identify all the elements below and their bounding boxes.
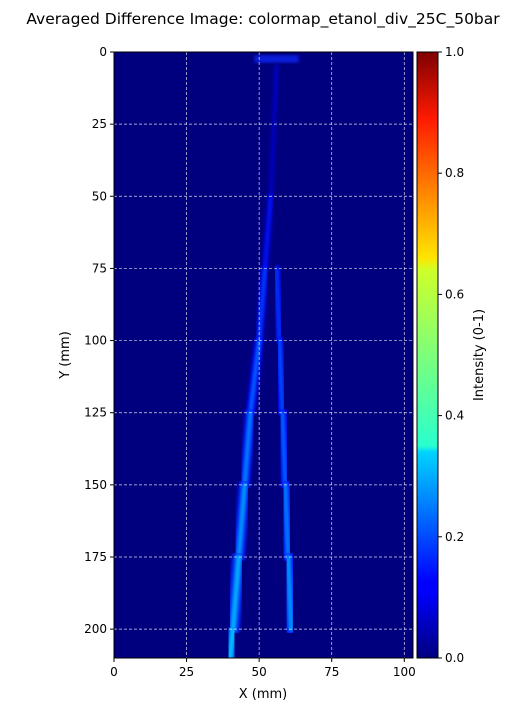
jet-right-core-3 bbox=[277, 338, 285, 415]
nozzle-mark bbox=[254, 55, 299, 63]
jets-layer bbox=[222, 64, 299, 658]
nozzle-layer bbox=[254, 55, 299, 63]
y-tick-label-0: 0 bbox=[99, 45, 107, 59]
jet-right-core-4 bbox=[280, 410, 288, 488]
colorbar-tick-label-0.4: 0.4 bbox=[445, 409, 464, 423]
jet-right-core-2 bbox=[274, 266, 282, 343]
x-tick-label-50: 50 bbox=[252, 665, 267, 679]
jet-left-core-3 bbox=[248, 338, 262, 415]
colorbar: 0.0 0.2 0.4 0.6 0.8 1.0 Intensity (0-1) bbox=[416, 45, 487, 665]
colorbar-frame bbox=[416, 51, 439, 659]
jet-left-core-6 bbox=[230, 554, 242, 632]
jet-left-core-1 bbox=[263, 195, 273, 270]
colorbar-tick-label-1.0: 1.0 bbox=[445, 45, 464, 59]
colorbar-tick-label-0.8: 0.8 bbox=[445, 166, 464, 180]
x-tick-label-75: 75 bbox=[324, 665, 339, 679]
grid-layer bbox=[114, 52, 413, 658]
x-axis: 0 25 50 75 100 bbox=[110, 658, 416, 679]
y-tick-label-175: 175 bbox=[84, 550, 107, 564]
x-tick-label-100: 100 bbox=[393, 665, 416, 679]
jet-left-core-5 bbox=[236, 482, 248, 560]
jet-left-core-7 bbox=[227, 626, 236, 658]
y-axis-label: Y (mm) bbox=[58, 331, 73, 380]
y-tick-label-125: 125 bbox=[84, 406, 107, 420]
x-tick-label-0: 0 bbox=[110, 665, 118, 679]
plot-frame bbox=[113, 51, 414, 659]
plot-area bbox=[113, 51, 414, 659]
chart-title: Averaged Difference Image: colormap_etan… bbox=[26, 10, 500, 29]
colorbar-ticks: 0.0 0.2 0.4 0.6 0.8 1.0 bbox=[438, 45, 464, 665]
y-tick-label-75: 75 bbox=[92, 261, 107, 275]
jet-right-core-6 bbox=[285, 554, 294, 632]
x-tick-label-25: 25 bbox=[179, 665, 194, 679]
jet-left-core-2 bbox=[257, 266, 267, 343]
y-tick-label-100: 100 bbox=[84, 334, 107, 348]
colorbar-label: Intensity (0-1) bbox=[472, 309, 487, 401]
y-tick-label-150: 150 bbox=[84, 478, 107, 492]
y-tick-label-25: 25 bbox=[92, 117, 107, 131]
colorbar-tick-label-0.2: 0.2 bbox=[445, 530, 464, 544]
x-axis-label: X (mm) bbox=[239, 687, 288, 702]
colorbar-gradient bbox=[417, 52, 438, 658]
colorbar-tick-label-0.0: 0.0 bbox=[445, 651, 464, 665]
heatmap-background bbox=[114, 52, 413, 658]
y-axis: 0 25 50 75 100 125 150 175 200 bbox=[84, 45, 114, 636]
y-tick-label-50: 50 bbox=[92, 189, 107, 203]
colorbar-tick-label-0.6: 0.6 bbox=[445, 287, 464, 301]
jet-right-core-5 bbox=[282, 482, 291, 560]
jet-left-core-4 bbox=[242, 410, 253, 488]
y-tick-label-200: 200 bbox=[84, 622, 107, 636]
